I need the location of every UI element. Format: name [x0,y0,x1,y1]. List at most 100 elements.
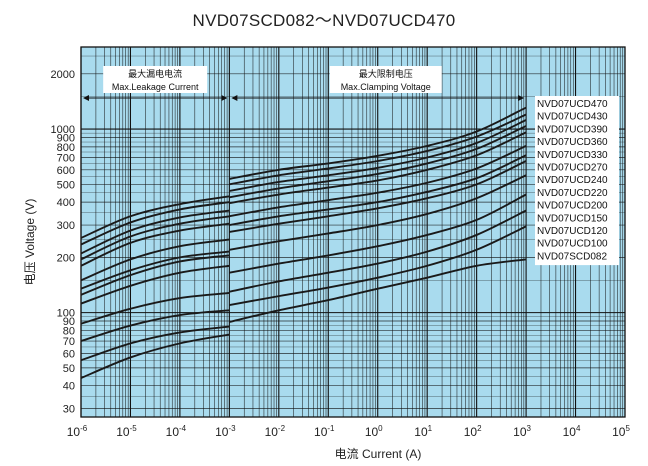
leakage-curve [80,333,230,379]
leakage-curve [80,264,230,305]
x-tick-label: 104 [563,424,581,439]
series-lines [80,106,527,379]
region-annotation: 最大漏电电流 Max.Leakage Current [83,66,228,101]
legend-entry: NVD07UCD100 [537,239,608,250]
x-tick-label: 105 [612,424,630,439]
series-nvd07ucd470 [80,106,527,239]
y-tick-label: 1000 [51,124,75,136]
leakage-curve [80,222,230,267]
clamping-curve [229,209,527,293]
x-tick-label: 10-3 [215,424,236,439]
legend-entry: NVD07UCD150 [537,213,608,224]
legend-box [535,96,619,266]
series-nvd07ucd360 [80,125,527,261]
y-axis-title: 电压 Voltage (V) [23,199,37,286]
leakage-curve [80,292,230,325]
y-tick-label: 30 [63,404,75,416]
legend-entry: NVD07UCD120 [537,226,608,237]
y-tick-label: 300 [57,220,75,232]
clamping-curve [229,119,527,192]
clamping-curve [229,125,527,199]
x-tick-label: 10-6 [67,424,88,439]
legend-entry: NVD07UCD240 [537,175,608,186]
y-tick-label: 500 [57,179,75,191]
series-nvd07ucd330 [80,131,527,267]
clamping-curve [229,160,527,233]
region-annotations: 最大漏电电流 Max.Leakage Current 最大限制电压 Max.Clamp… [83,66,525,101]
legend-entry: NVD07UCD430 [537,112,608,123]
region-arrow-head-right [221,95,228,101]
series-nvd07scd082 [80,258,527,379]
leakage-curve [80,250,230,290]
y-tick-label: 800 [57,142,75,154]
leakage-curve [80,209,230,255]
leakage-curve [80,215,230,261]
y-tick-label: 200 [57,252,75,264]
region-arrow-head-left [83,95,89,101]
series-nvd07ucd120 [80,209,527,342]
series-nvd07ucd430 [80,113,527,246]
region-label-en: Max.Leakage Current [112,82,199,92]
series-nvd07ucd200 [80,174,527,305]
x-tick-label: 10-2 [265,424,286,439]
leakage-curve [80,238,230,282]
y-tick-label: 40 [63,381,75,393]
region-arrow-head-right [518,95,525,101]
x-tick-labels: 10-6 10-5 10-4 10-3 10-2 10-1 100 101 102 103 104 1… [67,424,631,439]
y-tick-label: 600 [57,165,75,177]
leakage-curve [80,254,230,296]
region-label-en: Max.Clamping Voltage [341,82,431,92]
clamping-curve [229,258,527,323]
y-tick-label: 50 [63,363,75,375]
y-tick-label: 100 [57,308,75,320]
legend-entry: NVD07UCD470 [537,99,608,110]
x-tick-label: 100 [365,424,383,439]
y-tick-label: 80 [63,325,75,337]
region-label-box [103,66,208,93]
clamping-curve [229,193,527,274]
clamping-curve [229,106,527,180]
series-nvd07ucd390 [80,119,527,255]
clamping-curve [229,225,527,306]
legend-entry: NVD07UCD360 [537,137,608,148]
legend-entry: NVD07UCD270 [537,163,608,174]
x-tick-label: 101 [414,424,432,439]
clamping-curve [229,145,527,218]
x-axis-title: 电流 Current (A) [335,447,422,461]
y-tick-label: 400 [57,197,75,209]
x-tick-label: 102 [464,424,482,439]
region-arrow-head-left [231,95,238,101]
leakage-curve [80,195,230,239]
series-nvd07ucd220 [80,160,527,296]
legend-entry: NVD07UCD330 [537,150,608,161]
legend-entry: NVD07UCD390 [537,124,608,135]
y-tick-label: 2000 [51,69,75,81]
clamping-curve [229,154,527,226]
x-tick-label: 103 [513,424,531,439]
y-tick-label: 900 [57,132,75,144]
region-label-cn: 最大漏电电流 [128,68,182,79]
clamping-curve [229,174,527,251]
x-tick-label: 10-1 [314,424,335,439]
x-tick-label: 10-4 [166,424,187,439]
series-nvd07ucd150 [80,193,527,325]
clamping-curve [229,131,527,205]
legend-entry: NVD07UCD220 [537,188,608,199]
legend-entry: NVD07SCD082 [537,251,607,262]
legend-entry: NVD07UCD200 [537,201,608,212]
region-label-cn: 最大限制电压 [359,68,413,79]
y-tick-label: 70 [63,336,75,348]
leakage-curve [80,201,230,246]
region-annotation: 最大限制电压 Max.Clamping Voltage [231,66,525,101]
x-tick-label: 10-5 [116,424,137,439]
clamping-curve [229,113,527,186]
y-tick-label: 60 [63,348,75,360]
y-tick-label: 700 [57,153,75,165]
region-label-box [329,66,442,93]
plot-frame [80,46,626,418]
chart-title: NVD07SCD082～NVD07UCD470 [192,11,456,30]
leakage-curve [80,309,230,342]
series-nvd07ucd270 [80,145,527,282]
